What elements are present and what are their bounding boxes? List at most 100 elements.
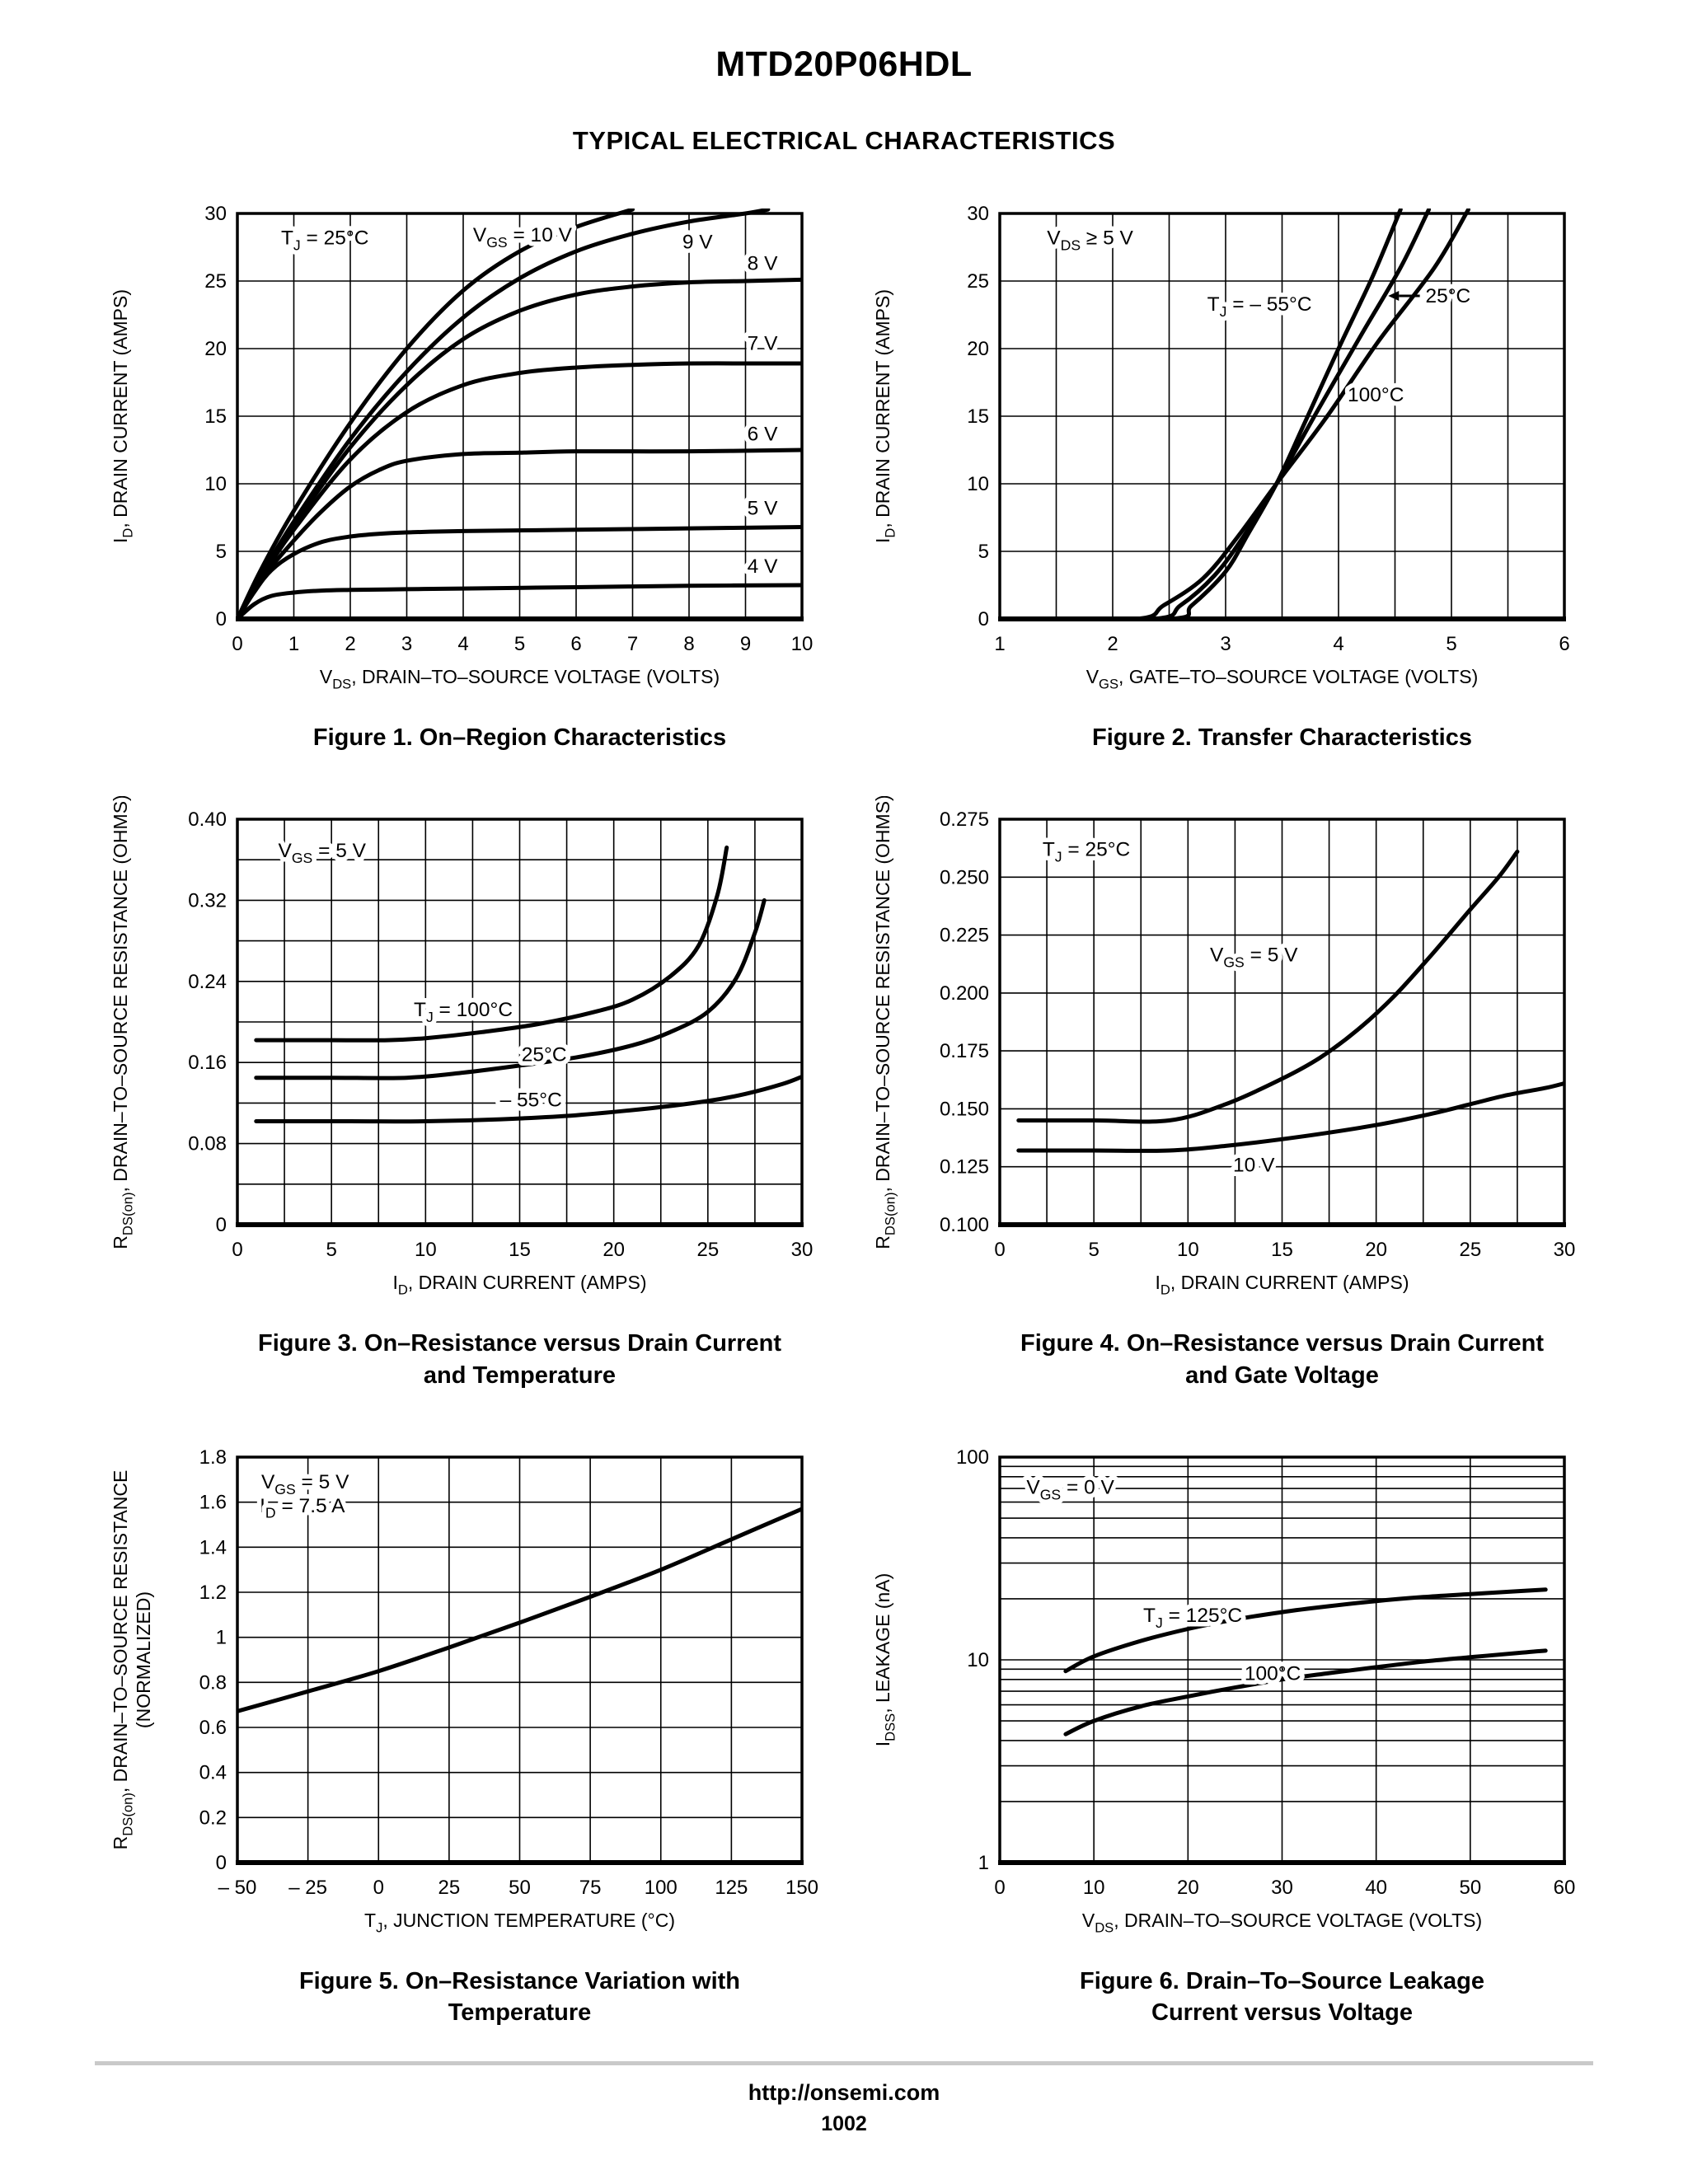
y-tick-label: 0.125 bbox=[940, 1156, 989, 1179]
x-tick-label: 6 bbox=[570, 633, 581, 655]
y-tick-label: 0.40 bbox=[188, 808, 227, 831]
y-tick-label: 0.250 bbox=[940, 867, 989, 889]
y-tick-label: 10 bbox=[204, 473, 227, 495]
annotation-55-c: – 55°C bbox=[500, 1090, 562, 1112]
x-tick-label: 0 bbox=[373, 1877, 384, 1899]
series-vgs-8-v bbox=[237, 277, 802, 619]
annotation-4-v: 4 V bbox=[748, 555, 778, 578]
figure-6-caption: Figure 6. Drain–To–Source Leakage Curren… bbox=[1079, 1967, 1485, 2027]
x-tick-label: 50 bbox=[1459, 1877, 1481, 1899]
annotation-5-v: 5 V bbox=[748, 498, 778, 520]
x-tick-label: 10 bbox=[1083, 1877, 1105, 1899]
y-tick-label: 0.275 bbox=[940, 808, 989, 831]
gridlines bbox=[1000, 213, 1564, 619]
x-tick-label: 30 bbox=[791, 1239, 814, 1261]
series-vgs-5-v bbox=[237, 525, 802, 619]
series-tj-55-c bbox=[254, 1075, 802, 1124]
x-tick-label: 20 bbox=[1365, 1239, 1387, 1261]
x-tick-label: 3 bbox=[1220, 633, 1231, 655]
figure-4: 0 5 10 15 20 25 30 0.100 0.125 0.150 0.175 0.200 0.2… bbox=[868, 795, 1593, 1391]
y-axis-title: RDS(on), DRAIN–TO–SOURCE RESISTANCE (OHM… bbox=[872, 796, 898, 1249]
series-tj-25-c bbox=[1000, 209, 1432, 619]
x-tick-label: 3 bbox=[401, 633, 412, 655]
x-tick-label: 1 bbox=[288, 633, 299, 655]
series-vgs-4-v bbox=[237, 583, 802, 619]
x-tick-label: 15 bbox=[1271, 1239, 1293, 1261]
annotation-t-j-55-c: TJ = – 55°C bbox=[1207, 293, 1312, 320]
series-vgs-9-v bbox=[237, 209, 771, 619]
fig4-svg: 0 5 10 15 20 25 30 0.100 0.125 0.150 0.175 0.200 0.2… bbox=[872, 795, 1575, 1298]
gridlines bbox=[237, 819, 802, 1226]
series-tj-100-c bbox=[254, 846, 729, 1043]
figure-3-chart: 0 5 10 15 20 25 30 0 0.08 0.16 0.24 0.32 0.40 ID, DRA… bbox=[106, 795, 831, 1303]
x-tick-label: 10 bbox=[415, 1239, 437, 1261]
figure-2-chart: 1 2 3 4 5 6 0 5 10 15 20 25 30 VGS, GATE–TO–SOURCE VO… bbox=[868, 190, 1593, 697]
y-tick-label: 0.16 bbox=[188, 1052, 227, 1074]
annotation-t-j-25-c: TJ = 25°C bbox=[1043, 839, 1130, 865]
y-tick-label: 1.4 bbox=[199, 1536, 227, 1558]
figure-3: 0 5 10 15 20 25 30 0 0.08 0.16 0.24 0.32 0.40 ID, DRA… bbox=[106, 795, 831, 1391]
y-tick-label: 10 bbox=[967, 1649, 989, 1671]
x-tick-label: 0 bbox=[994, 1877, 1005, 1899]
figure-1-caption: Figure 1. On–Region Characteristics bbox=[312, 724, 727, 751]
x-axis-title: VGS, GATE–TO–SOURCE VOLTAGE (VOLTS) bbox=[1086, 666, 1479, 691]
y-axis-title: RDS(on), DRAIN–TO–SOURCE RESISTANCE (OHM… bbox=[110, 796, 135, 1249]
x-tick-label: 20 bbox=[1177, 1877, 1199, 1899]
x-tick-label: 4 bbox=[1333, 633, 1343, 655]
series-tj-25-c bbox=[254, 898, 767, 1080]
y-tick-label: 15 bbox=[204, 405, 227, 428]
annotation-arrowhead bbox=[1388, 291, 1400, 302]
y-tick-label: 5 bbox=[978, 541, 989, 563]
y-tick-label: 1.2 bbox=[199, 1582, 227, 1604]
x-axis-title: ID, DRAIN CURRENT (AMPS) bbox=[392, 1272, 646, 1297]
x-tick-label: 15 bbox=[509, 1239, 531, 1261]
y-tick-label: 0.8 bbox=[199, 1671, 227, 1694]
annotation-25-c: 25°C bbox=[1426, 285, 1471, 307]
x-tick-label: 7 bbox=[627, 633, 638, 655]
y-axis-title: ID, DRAIN CURRENT (AMPS) bbox=[110, 289, 135, 543]
figure-1-chart: 0 1 2 3 4 5 6 7 8 9 10 0 5 10 15 20 25 30 VDS, DRAIN–TO–SO… bbox=[106, 190, 831, 697]
series-vgs-10-v bbox=[1016, 1081, 1564, 1154]
series-tj-55-c bbox=[1000, 209, 1403, 619]
y-tick-label: 0.4 bbox=[199, 1761, 227, 1783]
x-axis-title: ID, DRAIN CURRENT (AMPS) bbox=[1155, 1272, 1409, 1297]
y-axis-title: (NORMALIZED) bbox=[133, 1591, 154, 1728]
annotation-v-gs-5-v: VGS = 5 V bbox=[261, 1471, 349, 1497]
gridlines bbox=[237, 1456, 802, 1863]
annotation-v-ds-5-v: VDS ≥ 5 V bbox=[1047, 227, 1133, 254]
figure-3-caption: Figure 3. On–Resistance versus Drain Cur… bbox=[258, 1330, 781, 1389]
figure-5-caption: Figure 5. On–Resistance Variation with T… bbox=[298, 1967, 741, 2027]
y-tick-label: 1.6 bbox=[199, 1491, 227, 1513]
y-tick-label: 1 bbox=[978, 1852, 989, 1874]
series-tj-125-c bbox=[1063, 1587, 1548, 1673]
fig3-svg: 0 5 10 15 20 25 30 0 0.08 0.16 0.24 0.32 0.40 ID, DRA… bbox=[110, 795, 814, 1298]
series-vgs-10-v bbox=[237, 209, 635, 619]
y-tick-label: 0 bbox=[978, 608, 989, 630]
figure-4-caption: Figure 4. On–Resistance versus Drain Cur… bbox=[1020, 1330, 1544, 1389]
y-tick-label: 0.175 bbox=[940, 1040, 989, 1062]
page-title: MTD20P06HDL bbox=[715, 45, 973, 84]
annotation-25-c: 25°C bbox=[522, 1044, 567, 1066]
x-tick-label: 8 bbox=[683, 633, 694, 655]
x-tick-label: – 25 bbox=[288, 1877, 327, 1899]
y-tick-label: 0.2 bbox=[199, 1807, 227, 1829]
x-tick-label: 5 bbox=[1446, 633, 1456, 655]
series-group bbox=[1063, 1587, 1548, 1736]
annotation-v-gs-5-v: VGS = 5 V bbox=[279, 840, 367, 866]
x-tick-label: 0 bbox=[994, 1239, 1005, 1261]
x-tick-label: 5 bbox=[326, 1239, 336, 1261]
annotation-6-v: 6 V bbox=[748, 423, 778, 445]
annotation-t-j-100-c: TJ = 100°C bbox=[414, 1000, 513, 1026]
figure-5: – 50 – 25 0 25 50 75 100 125 150 0 0.2 0.4 0.6 0.8 1 1.… bbox=[106, 1434, 831, 2029]
page-subtitle: TYPICAL ELECTRICAL CHARACTERISTICS bbox=[572, 126, 1116, 155]
series-vgs-7-v bbox=[237, 361, 802, 619]
x-tick-label: 25 bbox=[1459, 1239, 1481, 1261]
y-tick-label: 0.200 bbox=[940, 982, 989, 1005]
y-axis-title: RDS(on), DRAIN–TO–SOURCE RESISTANCE bbox=[110, 1469, 135, 1849]
y-tick-label: 1 bbox=[216, 1626, 227, 1648]
y-tick-label: 0.24 bbox=[188, 971, 227, 993]
annotation-100-c: 100°C bbox=[1245, 1663, 1301, 1685]
annotation-7-v: 7 V bbox=[748, 332, 778, 354]
annotation-t-j-125-c: TJ = 125°C bbox=[1143, 1605, 1242, 1631]
